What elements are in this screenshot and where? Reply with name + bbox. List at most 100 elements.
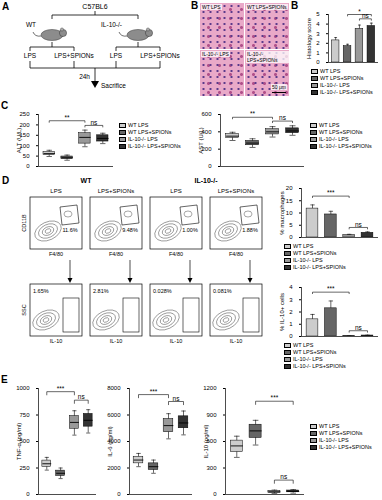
svg-text:ALT (U/L): ALT (U/L) bbox=[16, 128, 22, 153]
svg-text:WT: WT bbox=[26, 21, 36, 28]
svg-text:300: 300 bbox=[206, 465, 217, 471]
svg-text:0: 0 bbox=[213, 491, 217, 497]
svg-text:250: 250 bbox=[19, 111, 30, 117]
svg-text:0: 0 bbox=[26, 163, 30, 169]
svg-text:ns: ns bbox=[173, 395, 181, 402]
svg-text:24h: 24h bbox=[79, 73, 90, 80]
svg-text:ns: ns bbox=[280, 473, 288, 480]
svg-text:LPS: LPS bbox=[170, 188, 181, 194]
svg-text:IL-10: IL-10 bbox=[110, 338, 123, 344]
svg-text:0: 0 bbox=[316, 59, 320, 65]
svg-text:1.00%: 1.00% bbox=[182, 227, 198, 233]
svg-text:10: 10 bbox=[286, 210, 293, 216]
svg-text:***: *** bbox=[150, 388, 158, 395]
svg-text:0: 0 bbox=[208, 163, 212, 169]
svg-text:8000: 8000 bbox=[107, 385, 121, 391]
svg-text:0: 0 bbox=[26, 491, 30, 497]
svg-text:LPS: LPS bbox=[50, 188, 61, 194]
svg-text:LPS+SPIONs: LPS+SPIONs bbox=[218, 188, 255, 194]
svg-text:CD11B: CD11B bbox=[21, 214, 27, 232]
svg-text:***: *** bbox=[327, 285, 335, 292]
svg-text:ns: ns bbox=[355, 221, 363, 228]
svg-text:0: 0 bbox=[289, 234, 293, 240]
svg-text:3: 3 bbox=[289, 297, 293, 303]
svg-text:% IL-10+ cells: % IL-10+ cells bbox=[279, 293, 285, 331]
svg-text:0.081%: 0.081% bbox=[213, 288, 232, 294]
svg-text:IL-10-/-: IL-10-/- bbox=[101, 21, 122, 28]
svg-text:F4/80: F4/80 bbox=[169, 251, 183, 257]
svg-text:% macrophages: % macrophages bbox=[279, 191, 285, 234]
html-text:C: C bbox=[1, 100, 9, 111]
svg-text:WT: WT bbox=[81, 177, 93, 184]
svg-text:200: 200 bbox=[19, 122, 30, 128]
svg-text:5: 5 bbox=[289, 222, 293, 228]
svg-text:100: 100 bbox=[19, 142, 30, 149]
svg-text:9.48%: 9.48% bbox=[122, 227, 138, 233]
svg-text:ns: ns bbox=[78, 393, 86, 400]
svg-text:1: 1 bbox=[316, 50, 320, 56]
svg-text:1.88%: 1.88% bbox=[242, 227, 258, 233]
svg-text:***: *** bbox=[327, 189, 335, 196]
svg-text:***: *** bbox=[271, 394, 279, 401]
svg-text:250: 250 bbox=[19, 465, 30, 471]
svg-text:IL-10: IL-10 bbox=[170, 338, 183, 344]
svg-text:Histology score: Histology score bbox=[306, 17, 312, 59]
svg-text:ns: ns bbox=[90, 119, 98, 126]
svg-text:1: 1 bbox=[289, 321, 293, 327]
svg-text:**: ** bbox=[65, 114, 71, 121]
svg-text:LPS: LPS bbox=[24, 52, 37, 59]
svg-text:0: 0 bbox=[117, 491, 121, 497]
svg-text:IL-6 (pg/ml): IL-6 (pg/ml) bbox=[107, 426, 113, 457]
svg-text:F4/80: F4/80 bbox=[229, 251, 243, 257]
svg-text:IL-10-/-: IL-10-/- bbox=[195, 177, 219, 184]
svg-text:C57BL6: C57BL6 bbox=[82, 3, 107, 10]
svg-text:TNF-α (pg/ml): TNF-α (pg/ml) bbox=[16, 423, 22, 460]
svg-text:2: 2 bbox=[316, 40, 320, 46]
svg-text:F4/80: F4/80 bbox=[109, 251, 123, 257]
svg-text:2: 2 bbox=[289, 309, 293, 315]
svg-text:Sacrifice: Sacrifice bbox=[101, 82, 126, 89]
svg-text:150: 150 bbox=[19, 132, 30, 139]
svg-text:IL-10: IL-10 bbox=[230, 338, 243, 344]
svg-text:50: 50 bbox=[23, 153, 30, 159]
svg-text:4: 4 bbox=[316, 21, 320, 27]
svg-text:SSC: SSC bbox=[21, 304, 27, 315]
svg-text:ns: ns bbox=[362, 12, 370, 19]
svg-text:LPS+SPIONs: LPS+SPIONs bbox=[140, 52, 180, 59]
svg-text:750: 750 bbox=[19, 412, 30, 418]
svg-text:LPS+SPIONs: LPS+SPIONs bbox=[98, 188, 135, 194]
svg-text:LPS+SPIONs: LPS+SPIONs bbox=[54, 52, 94, 59]
svg-text:15: 15 bbox=[286, 198, 293, 204]
svg-text:IL-10: IL-10 bbox=[50, 338, 63, 344]
svg-text:1000: 1000 bbox=[16, 385, 30, 391]
svg-text:600: 600 bbox=[201, 111, 212, 117]
html-text:B: B bbox=[291, 0, 299, 11]
svg-text:2000: 2000 bbox=[107, 465, 121, 471]
svg-text:0.028%: 0.028% bbox=[153, 288, 172, 294]
svg-text:2.81%: 2.81% bbox=[93, 288, 109, 294]
svg-text:0: 0 bbox=[289, 333, 293, 339]
svg-text:20: 20 bbox=[286, 185, 293, 191]
svg-text:IL-10 (pg/ml): IL-10 (pg/ml) bbox=[203, 424, 209, 458]
svg-text:LPS: LPS bbox=[110, 52, 123, 59]
svg-text:**: ** bbox=[250, 110, 256, 117]
html-text:B WT LPS: B WT LPS bbox=[191, 0, 221, 11]
svg-text:ns: ns bbox=[355, 324, 363, 331]
svg-text:A: A bbox=[2, 1, 9, 12]
svg-text:1200: 1200 bbox=[203, 385, 217, 391]
svg-text:1.65%: 1.65% bbox=[33, 288, 49, 294]
svg-text:AST (U/L): AST (U/L) bbox=[198, 127, 204, 154]
svg-text:3: 3 bbox=[316, 31, 320, 37]
svg-text:4: 4 bbox=[289, 284, 293, 290]
svg-text:200: 200 bbox=[201, 146, 212, 153]
svg-text:ns: ns bbox=[279, 114, 287, 121]
svg-text:900: 900 bbox=[206, 412, 217, 418]
svg-text:11.6%: 11.6% bbox=[62, 227, 77, 233]
html-text:IL-10-/- LPS+SPIONs: IL-10-/- LPS+SPIONs bbox=[247, 51, 278, 63]
svg-text:6000: 6000 bbox=[107, 412, 121, 418]
svg-text:***: *** bbox=[57, 385, 65, 392]
svg-text:D: D bbox=[2, 175, 9, 186]
svg-text:5: 5 bbox=[316, 11, 320, 17]
svg-text:*: * bbox=[358, 8, 361, 15]
svg-text:F4/80: F4/80 bbox=[49, 251, 63, 257]
